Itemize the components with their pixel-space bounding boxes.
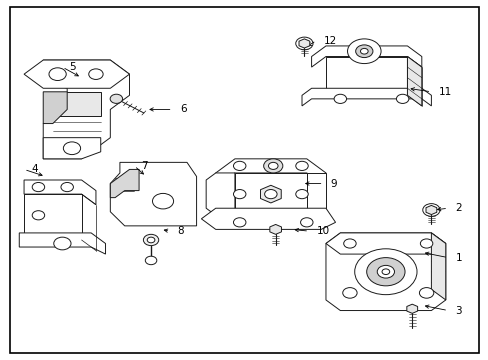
Circle shape [147, 237, 155, 243]
Circle shape [343, 239, 355, 248]
Polygon shape [311, 46, 421, 67]
Polygon shape [302, 88, 430, 106]
Text: 9: 9 [330, 179, 337, 189]
Circle shape [263, 159, 282, 173]
Text: 11: 11 [438, 87, 451, 97]
Polygon shape [24, 60, 129, 88]
Text: 4: 4 [31, 165, 38, 174]
Text: 6: 6 [180, 104, 186, 114]
Circle shape [381, 269, 389, 275]
Circle shape [355, 45, 372, 58]
Circle shape [342, 288, 356, 298]
Polygon shape [325, 233, 445, 254]
Circle shape [233, 161, 245, 171]
Text: 12: 12 [323, 36, 336, 46]
Circle shape [89, 69, 103, 80]
Polygon shape [110, 162, 196, 226]
Circle shape [333, 94, 346, 103]
Text: 5: 5 [69, 62, 76, 72]
Polygon shape [425, 206, 436, 215]
Polygon shape [325, 233, 445, 311]
Circle shape [295, 161, 307, 171]
Circle shape [420, 239, 432, 248]
Circle shape [110, 94, 122, 103]
Circle shape [419, 288, 433, 298]
Text: 2: 2 [454, 203, 461, 213]
Circle shape [376, 265, 394, 278]
Circle shape [295, 189, 307, 199]
Polygon shape [215, 159, 325, 187]
Circle shape [49, 68, 66, 81]
Circle shape [152, 193, 173, 209]
Polygon shape [43, 60, 129, 159]
Circle shape [145, 256, 157, 265]
Polygon shape [325, 57, 407, 95]
Polygon shape [24, 180, 96, 205]
Circle shape [347, 39, 380, 64]
Text: 3: 3 [454, 306, 461, 315]
Circle shape [396, 94, 408, 103]
Circle shape [360, 48, 367, 54]
Polygon shape [298, 39, 309, 48]
Circle shape [233, 218, 245, 227]
Circle shape [264, 189, 277, 199]
Polygon shape [19, 233, 105, 254]
Text: 7: 7 [141, 161, 148, 171]
Circle shape [32, 211, 44, 220]
Text: 8: 8 [177, 226, 183, 236]
Polygon shape [306, 173, 325, 215]
Polygon shape [110, 170, 139, 198]
Circle shape [300, 218, 312, 227]
Polygon shape [430, 233, 445, 300]
Polygon shape [234, 173, 306, 215]
Circle shape [354, 249, 416, 294]
Circle shape [61, 183, 73, 192]
Polygon shape [43, 92, 67, 123]
Text: 1: 1 [454, 253, 461, 262]
Circle shape [32, 183, 44, 192]
Circle shape [268, 162, 278, 170]
Polygon shape [201, 208, 335, 229]
Circle shape [63, 142, 81, 154]
Polygon shape [406, 304, 417, 313]
Polygon shape [206, 173, 234, 215]
Circle shape [233, 189, 245, 199]
Circle shape [143, 234, 159, 246]
Polygon shape [24, 194, 81, 240]
Polygon shape [407, 57, 421, 106]
Polygon shape [269, 224, 281, 234]
Polygon shape [53, 92, 101, 117]
Circle shape [366, 258, 404, 286]
Text: 10: 10 [316, 226, 329, 236]
Polygon shape [260, 185, 281, 203]
Polygon shape [43, 138, 101, 159]
Circle shape [54, 237, 71, 250]
